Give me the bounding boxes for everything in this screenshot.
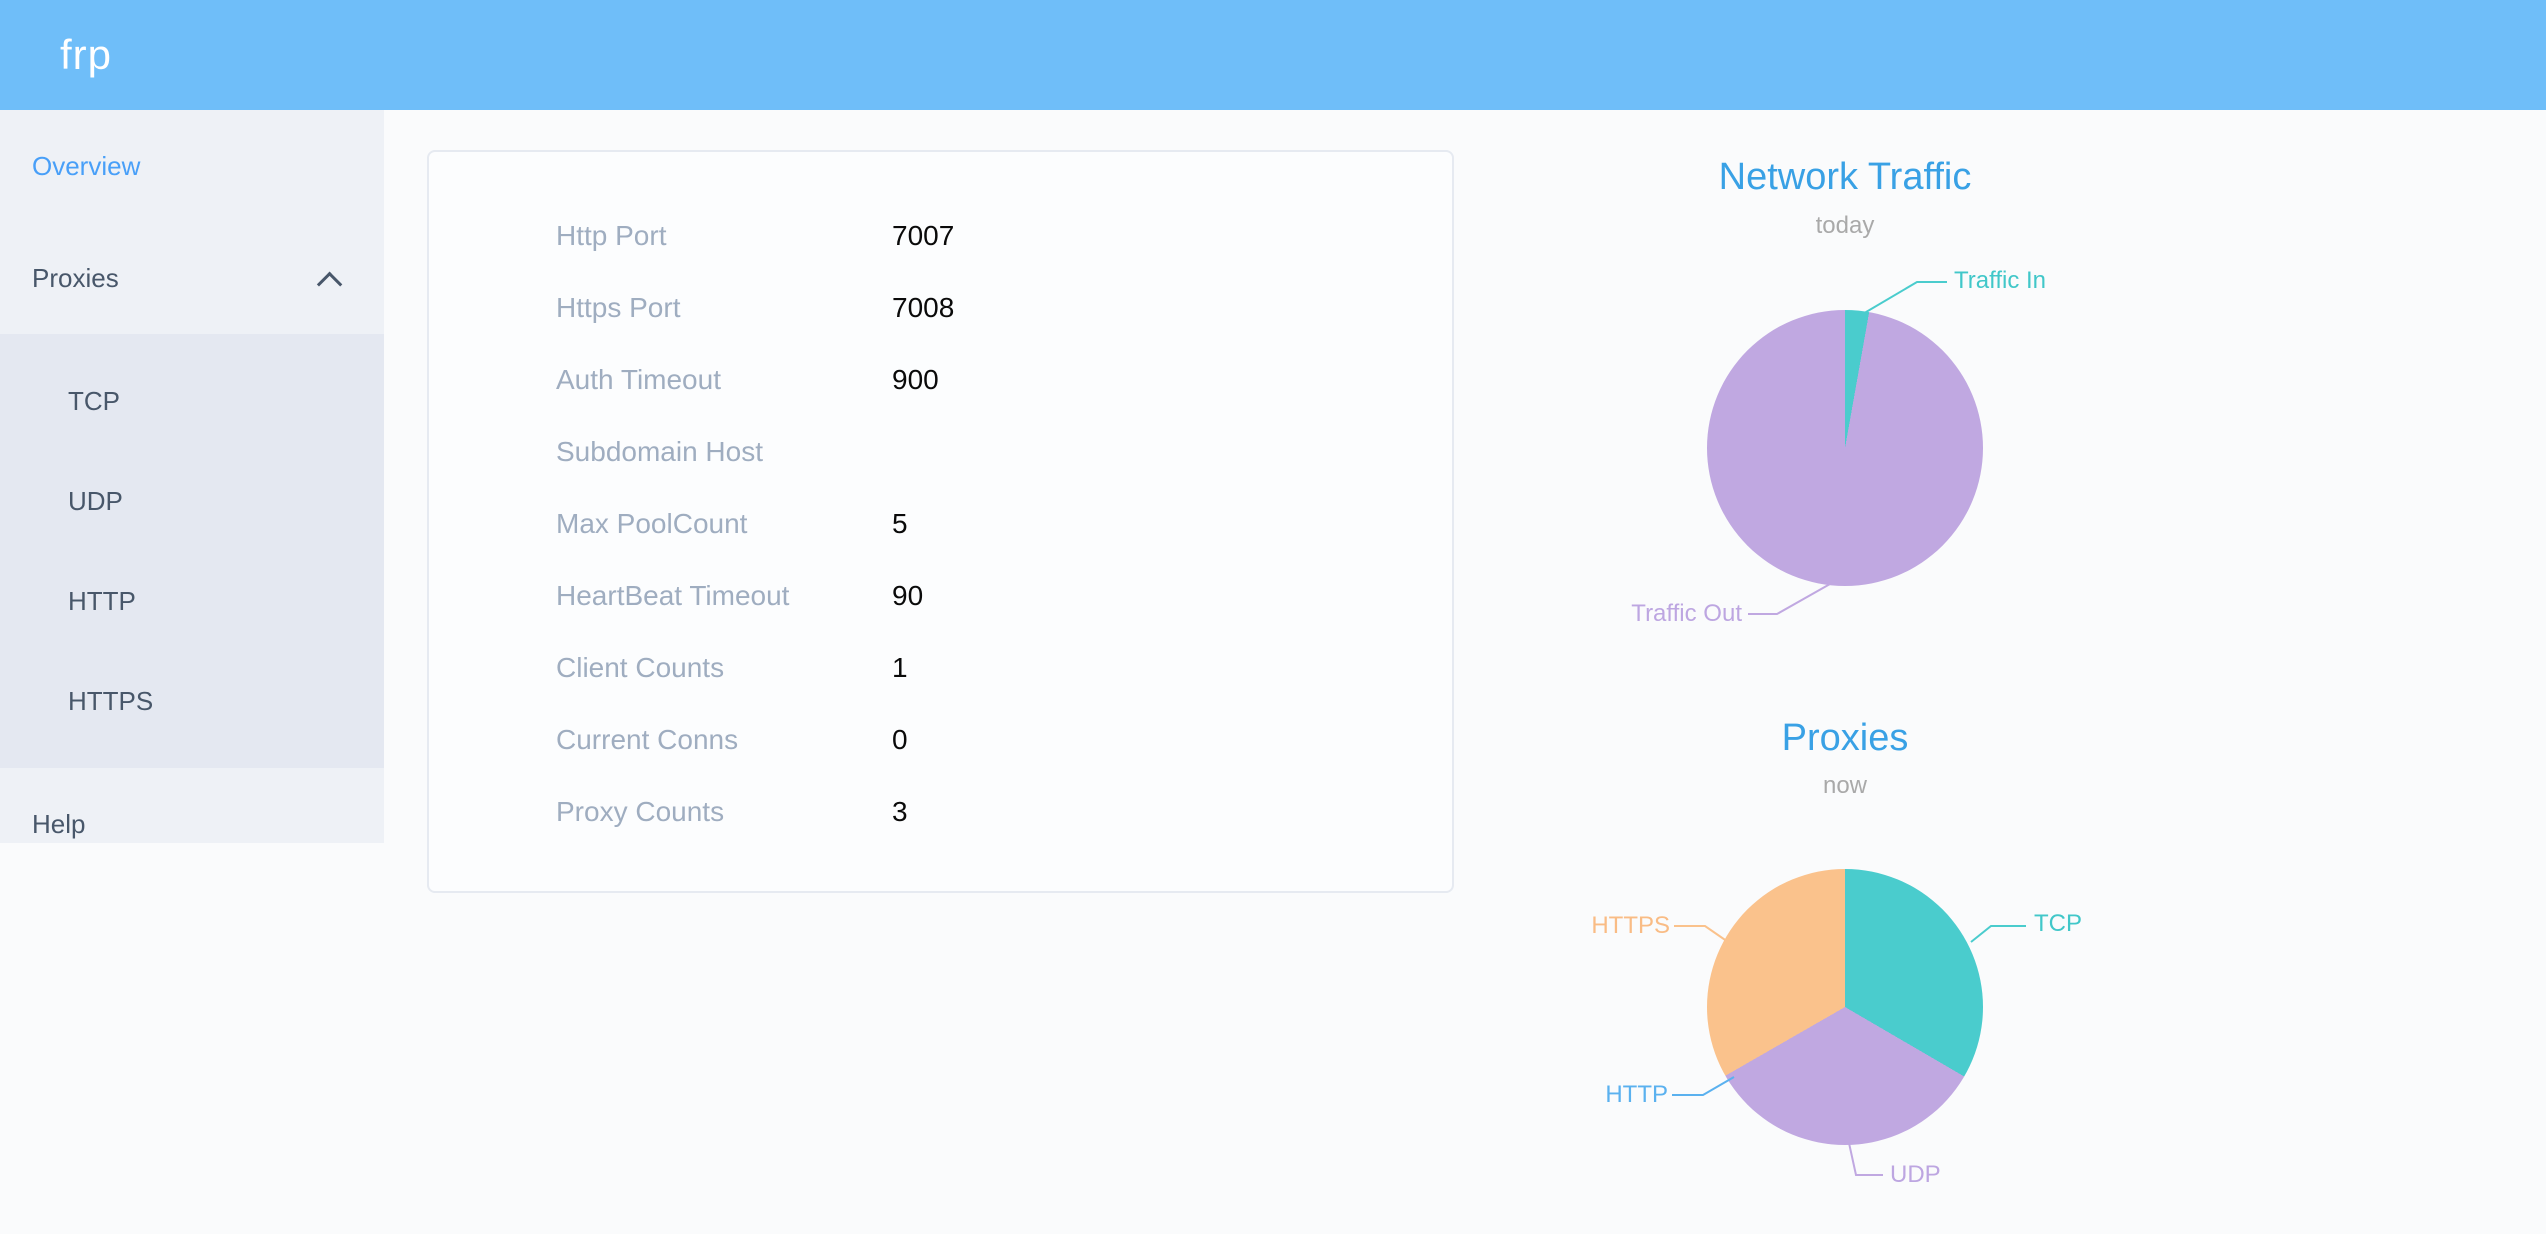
config-label: Max PoolCount [556,508,748,539]
udp-callout-line [1848,1142,1883,1176]
config-label: Auth Timeout [556,364,721,395]
sidebar-item-proxies-label: Proxies [32,263,119,293]
sidebar-item-https[interactable]: HTTPS [0,651,384,751]
config-row-subdomain-host: Subdomain Host [429,416,1452,488]
traffic-in-callout-line [1860,281,1947,316]
sidebar-item-http[interactable]: HTTP [0,551,384,651]
config-value: 0 [892,724,908,755]
sidebar-item-help-label: Help [32,809,86,839]
proxies-pie [1707,869,1983,1145]
traffic-in-label: Traffic In [1954,267,2047,294]
config-value: 7008 [892,292,955,323]
config-value: 900 [892,364,939,395]
sidebar-item-udp[interactable]: UDP [0,451,384,551]
tcp-callout-line [1970,925,2026,943]
sidebar-item-http-label: HTTP [68,586,136,616]
network-traffic-chart-title: Network Traffic [1718,156,1972,198]
udp-label: UDP [1890,1161,1941,1188]
config-label: Https Port [556,292,681,323]
network-traffic-pie [1707,310,1983,586]
proxies-chart-subtitle: now [1822,772,1868,799]
config-row-auth-timeout: Auth Timeout 900 [429,344,1452,416]
config-label: Current Conns [556,724,739,755]
tcp-label: TCP [2034,910,2082,937]
config-value: 1 [892,652,908,683]
config-value: 7007 [892,220,955,251]
config-row-heartbeat-timeout: HeartBeat Timeout 90 [429,560,1452,632]
config-row-https-port: Https Port 7008 [429,272,1452,344]
config-row-max-poolcount: Max PoolCount 5 [429,488,1452,560]
sidebar-item-proxies[interactable]: Proxies [0,222,384,334]
traffic-out-callout-line [1748,583,1831,615]
sidebar-item-udp-label: UDP [68,486,123,516]
https-label: HTTPS [1591,912,1670,939]
config-label: Subdomain Host [556,436,764,467]
chevron-up-icon [316,271,343,298]
sidebar-item-tcp-label: TCP [68,386,120,416]
config-label: HeartBeat Timeout [556,580,790,611]
http-label: HTTP [1605,1081,1668,1108]
config-label: Proxy Counts [556,796,725,827]
config-value: 90 [892,580,924,611]
config-label: Client Counts [556,652,725,683]
config-row-http-port: Http Port 7007 [429,200,1452,272]
sidebar-nav: Overview Proxies TCP UDP HTTP HTTPS Help [0,110,384,843]
config-row-client-counts: Client Counts 1 [429,632,1452,704]
proxies-submenu: TCP UDP HTTP HTTPS [0,334,384,768]
top-header-bar: frp [0,0,2546,110]
traffic-out-label: Traffic Out [1631,600,1742,627]
sidebar-item-overview-label: Overview [32,151,141,181]
sidebar-item-tcp[interactable]: TCP [0,351,384,451]
sidebar-item-overview[interactable]: Overview [0,110,384,222]
config-row-current-conns: Current Conns 0 [429,704,1452,776]
frp-logo: frp [60,31,113,78]
proxies-chart-title: Proxies [1781,717,1909,759]
sidebar-item-help[interactable]: Help [0,768,384,880]
config-label: Http Port [556,220,667,251]
server-config-card: Http Port 7007 Https Port 7008 Auth Time… [427,150,1454,893]
config-row-proxy-counts: Proxy Counts 3 [429,776,1452,848]
config-value: 5 [892,508,908,539]
config-value: 3 [892,796,908,827]
network-traffic-chart-subtitle: today [1815,212,1875,239]
http-callout-line [1672,1076,1735,1096]
pie-callout-lines [1672,281,2026,1176]
sidebar-item-https-label: HTTPS [68,686,154,716]
